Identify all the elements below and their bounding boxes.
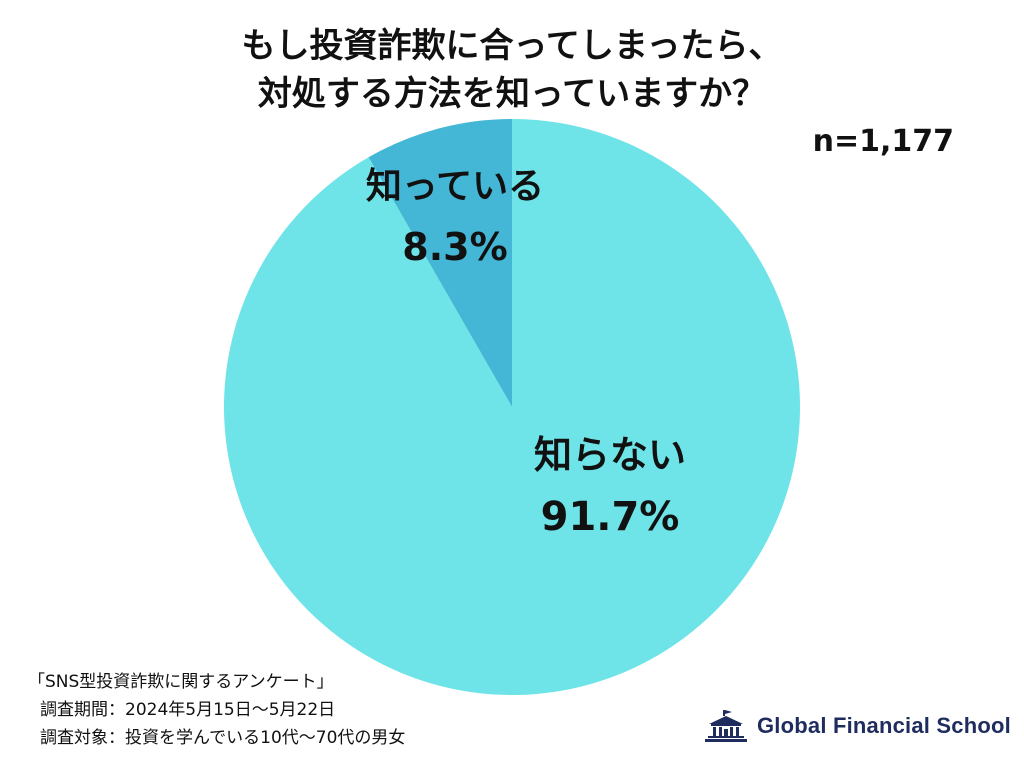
survey-footer: 「SNS型投資詐欺に関するアンケート」 調査期間：2024年5月15日～5月22…: [28, 668, 405, 752]
chart-title: もし投資詐欺に合ってしまったら、 対処する方法を知っていますか？: [0, 22, 1024, 118]
brand-logo: Global Financial School: [705, 710, 1011, 742]
chart-title-line2: 対処する方法を知っていますか？: [257, 74, 767, 114]
survey-target: 調査対象：投資を学んでいる10代～70代の男女: [40, 728, 406, 748]
survey-period: 調査期間：2024年5月15日～5月22日: [40, 700, 336, 720]
pie-slice-1: [368, 119, 512, 407]
slice-value-label-1: 8.3%: [402, 225, 507, 269]
brand-name: Global Financial School: [757, 713, 1011, 738]
chart-title-line1: もし投資詐欺に合ってしまったら、: [241, 26, 783, 66]
school-building-icon: [705, 710, 747, 742]
slice-label-2: 知らない: [534, 433, 686, 477]
slice-label-1: 知っている: [366, 166, 544, 207]
survey-name: 「SNS型投資詐欺に関するアンケート」: [28, 672, 334, 692]
pie-slice-2: [224, 119, 801, 695]
sample-size-label: n=1,177: [812, 124, 954, 159]
slice-value-label-2: 91.7%: [541, 494, 680, 540]
